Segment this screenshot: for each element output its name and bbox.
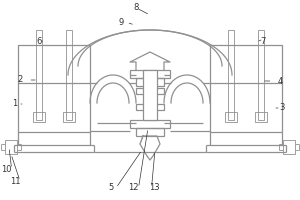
Text: 11: 11 (10, 176, 20, 186)
Text: 4: 4 (278, 76, 283, 86)
Bar (143, 70, 157, 120)
Bar (5, 140, 17, 154)
Bar (136, 78, 164, 86)
Bar (255, 112, 267, 122)
Bar (66, 30, 72, 120)
Text: 6: 6 (36, 38, 42, 46)
Bar (33, 112, 45, 122)
Text: 13: 13 (149, 184, 160, 192)
Text: 2: 2 (18, 75, 23, 84)
Bar (283, 140, 295, 154)
Bar (210, 45, 282, 132)
Bar (228, 30, 234, 120)
Text: 1: 1 (12, 99, 18, 108)
Bar (130, 120, 170, 128)
Text: 9: 9 (119, 18, 124, 27)
Text: 10: 10 (1, 164, 12, 173)
Bar (136, 88, 164, 94)
Bar (130, 70, 170, 78)
Text: 8: 8 (134, 3, 139, 12)
Bar (136, 128, 164, 136)
Bar (18, 45, 90, 132)
Bar (36, 30, 42, 120)
Bar (63, 112, 75, 122)
Text: 12: 12 (128, 184, 139, 192)
Text: 5: 5 (108, 184, 114, 192)
Bar (258, 30, 264, 120)
Bar (225, 112, 237, 122)
Bar (136, 104, 164, 110)
Text: 3: 3 (279, 104, 285, 112)
Text: 7: 7 (260, 38, 265, 46)
